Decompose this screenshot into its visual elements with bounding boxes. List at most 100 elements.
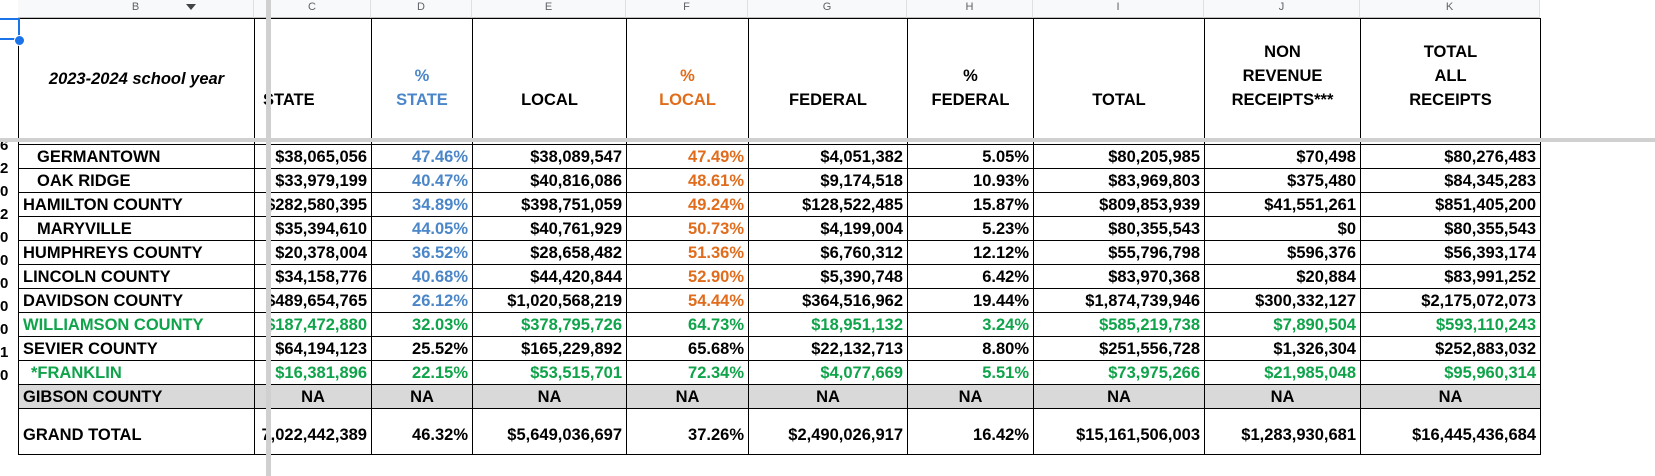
state-cell[interactable]: $35,394,610 [254,216,372,241]
column-header-b[interactable]: B [18,0,254,18]
pct-state-cell[interactable]: 26.12% [371,288,473,313]
pct-state-cell[interactable]: 22.15% [371,360,473,385]
federal-cell[interactable]: $5,390,748 [748,264,908,289]
row-number[interactable]: 2 [0,160,9,177]
federal-cell[interactable]: $22,132,713 [748,336,908,361]
district-name-cell[interactable]: DAVIDSON COUNTY [18,288,255,313]
pct-local-cell[interactable]: 47.49% [626,144,749,169]
pct-state-header[interactable]: % STATE [371,18,473,139]
pct-local-cell[interactable]: 52.90% [626,264,749,289]
non-revenue-cell[interactable]: $21,985,048 [1204,360,1361,385]
state-cell[interactable]: $34,158,776 [254,264,372,289]
total-cell[interactable]: $80,205,985 [1033,144,1205,169]
pct-federal-cell[interactable]: NA [907,384,1034,409]
pct-federal-cell[interactable]: 5.05% [907,144,1034,169]
non-revenue-cell[interactable]: $7,890,504 [1204,312,1361,337]
total-cell[interactable]: $251,556,728 [1033,336,1205,361]
federal-cell[interactable]: $9,174,518 [748,168,908,193]
pct-federal-cell[interactable]: 8.80% [907,336,1034,361]
state-header[interactable]: STATE [254,18,372,139]
total-cell[interactable]: $55,796,798 [1033,240,1205,265]
local-cell[interactable]: $44,420,844 [472,264,627,289]
row-number[interactable]: 0 [0,321,9,338]
federal-cell[interactable]: $2,490,026,917 [748,408,908,455]
column-header-k[interactable]: K [1360,0,1540,18]
pct-state-cell[interactable]: 34.89% [371,192,473,217]
pct-state-cell[interactable]: NA [371,384,473,409]
total-all-cell[interactable]: NA [1360,384,1541,409]
local-cell[interactable]: $28,658,482 [472,240,627,265]
total-cell[interactable]: $15,161,506,003 [1033,408,1205,455]
pct-state-cell[interactable]: 32.03% [371,312,473,337]
total-cell[interactable]: $809,853,939 [1033,192,1205,217]
non-revenue-cell[interactable]: NA [1204,384,1361,409]
cell-selection-box[interactable] [0,18,20,40]
pct-state-cell[interactable]: 36.52% [371,240,473,265]
column-header-i[interactable]: I [1033,0,1204,18]
district-name-cell[interactable]: SEVIER COUNTY [18,336,255,361]
pct-federal-cell[interactable]: 15.87% [907,192,1034,217]
pct-local-cell[interactable]: 54.44% [626,288,749,313]
pct-local-header[interactable]: % LOCAL [626,18,749,139]
district-name-cell[interactable]: HAMILTON COUNTY [18,192,255,217]
row-number[interactable]: 2 [0,206,9,223]
federal-cell[interactable]: $128,522,485 [748,192,908,217]
total-all-cell[interactable]: $95,960,314 [1360,360,1541,385]
row-number[interactable]: 0 [0,367,9,384]
pct-local-cell[interactable]: 64.73% [626,312,749,337]
total-cell[interactable]: $585,219,738 [1033,312,1205,337]
state-cell[interactable]: 7,022,442,389 [254,408,372,455]
pct-federal-cell[interactable]: 3.24% [907,312,1034,337]
state-cell[interactable]: $16,381,896 [254,360,372,385]
pct-state-cell[interactable]: 40.47% [371,168,473,193]
pct-federal-cell[interactable]: 5.23% [907,216,1034,241]
frozen-column-divider[interactable] [266,0,271,476]
federal-cell[interactable]: $4,051,382 [748,144,908,169]
district-name-cell[interactable]: GERMANTOWN [18,144,255,169]
row-number[interactable]: 0 [0,252,9,269]
local-cell[interactable]: $40,816,086 [472,168,627,193]
pct-federal-cell[interactable]: 5.51% [907,360,1034,385]
district-name-cell[interactable]: WILLIAMSON COUNTY [18,312,255,337]
federal-cell[interactable]: NA [748,384,908,409]
total-cell[interactable]: $83,970,368 [1033,264,1205,289]
local-cell[interactable]: $5,649,036,697 [472,408,627,455]
pct-federal-cell[interactable]: 10.93% [907,168,1034,193]
federal-cell[interactable]: $4,077,669 [748,360,908,385]
column-header-j[interactable]: J [1204,0,1360,18]
pct-local-cell[interactable]: 49.24% [626,192,749,217]
state-cell[interactable]: $20,378,004 [254,240,372,265]
total-cell[interactable]: NA [1033,384,1205,409]
local-cell[interactable]: $53,515,701 [472,360,627,385]
district-name-cell[interactable]: HUMPHREYS COUNTY [18,240,255,265]
non-revenue-cell[interactable]: $0 [1204,216,1361,241]
state-cell[interactable]: $489,654,765 [254,288,372,313]
pct-local-cell[interactable]: 48.61% [626,168,749,193]
district-name-cell[interactable]: LINCOLN COUNTY [18,264,255,289]
local-cell[interactable]: $40,761,929 [472,216,627,241]
district-name-cell[interactable]: GIBSON COUNTY [18,384,255,409]
pct-federal-cell[interactable]: 6.42% [907,264,1034,289]
non-revenue-cell[interactable]: $20,884 [1204,264,1361,289]
local-cell[interactable]: $1,020,568,219 [472,288,627,313]
district-name-cell[interactable]: OAK RIDGE [18,168,255,193]
column-header-c[interactable]: C [254,0,371,18]
pct-federal-header[interactable]: % FEDERAL [907,18,1034,139]
non-revenue-cell[interactable]: $41,551,261 [1204,192,1361,217]
filter-dropdown-icon[interactable] [186,4,196,10]
total-all-cell[interactable]: $16,445,436,684 [1360,408,1541,455]
frozen-row-divider[interactable] [0,138,1655,142]
column-header-d[interactable]: D [371,0,472,18]
total-all-cell[interactable]: $593,110,243 [1360,312,1541,337]
grand-total-label[interactable]: GRAND TOTAL [18,408,255,455]
row-number[interactable]: 0 [0,229,9,246]
pct-local-cell[interactable]: 37.26% [626,408,749,455]
row-number[interactable]: 0 [0,275,9,292]
local-cell[interactable]: NA [472,384,627,409]
column-header-h[interactable]: H [907,0,1033,18]
pct-local-cell[interactable]: NA [626,384,749,409]
district-name-cell[interactable]: *FRANKLIN [18,360,255,385]
state-cell[interactable]: $187,472,880 [254,312,372,337]
column-header-e[interactable]: E [472,0,626,18]
total-cell[interactable]: $73,975,266 [1033,360,1205,385]
